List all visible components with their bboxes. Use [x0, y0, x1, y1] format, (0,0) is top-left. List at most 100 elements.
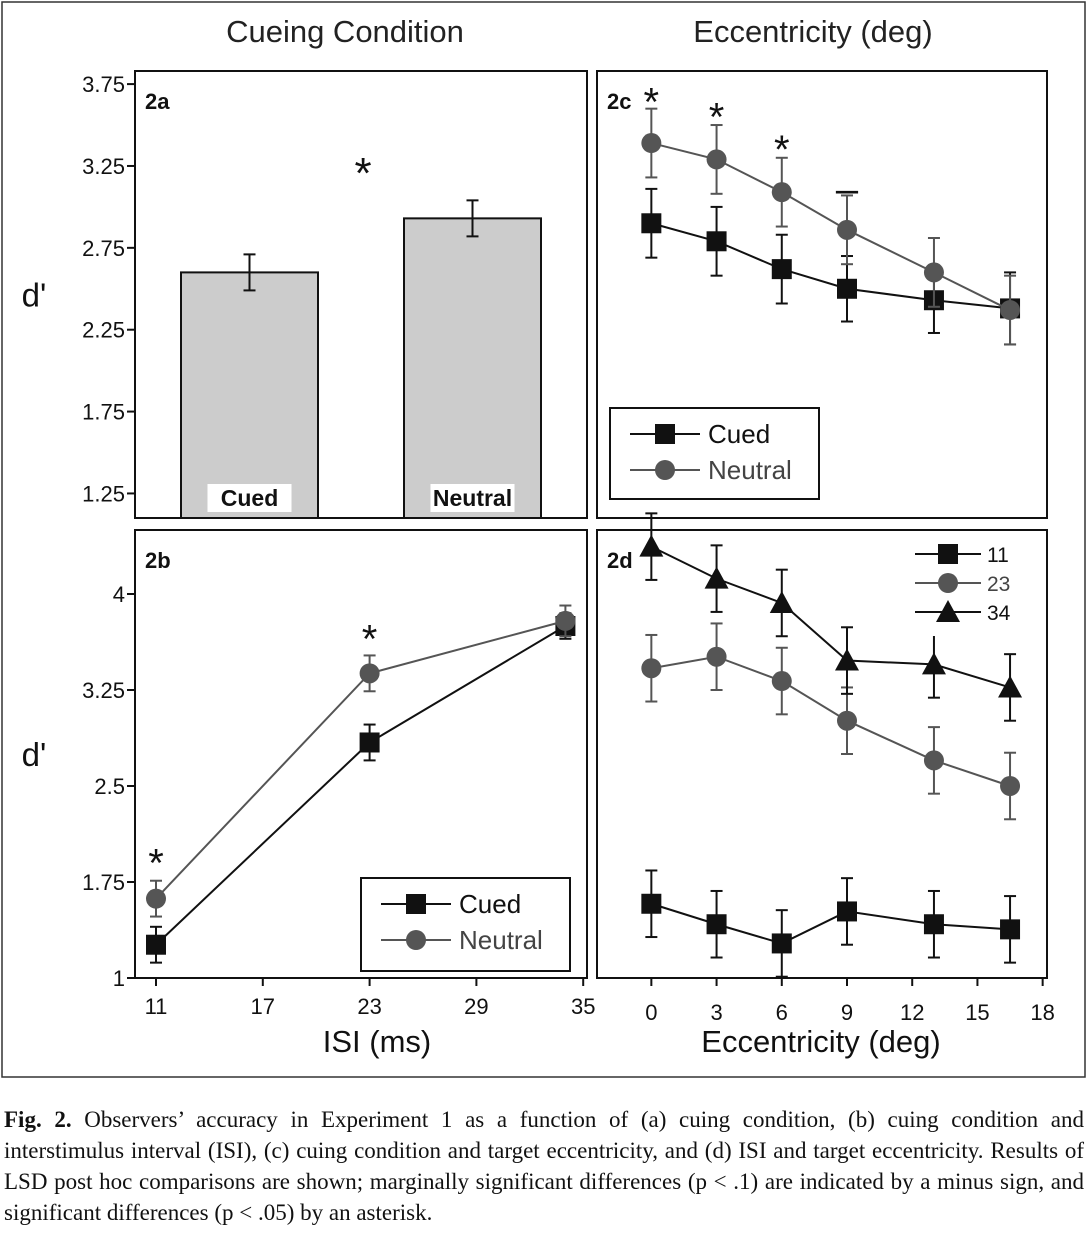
- caption-text: Observers’ accuracy in Experiment 1 as a…: [4, 1107, 1084, 1225]
- point-2d-34-0: [639, 534, 664, 557]
- xtick-label-2d-5: 15: [965, 1000, 989, 1025]
- legend-2b: [360, 877, 571, 972]
- legend-2d-bg: [905, 536, 1043, 636]
- significance-mark-2c-2: *: [774, 128, 790, 172]
- point-2c-neutral-5: [1000, 300, 1021, 321]
- point-2d-23-2: [771, 671, 792, 692]
- bar-label-bg-1: [430, 484, 515, 512]
- xtick-label-2b-2: 23: [357, 994, 381, 1019]
- point-2d-34-5: [998, 675, 1023, 698]
- ylabel-2a: d': [22, 277, 47, 314]
- xtick-label-2b-4: 35: [571, 994, 595, 1019]
- point-2d-23-0: [641, 658, 662, 679]
- panel-label-2d: 2d: [607, 548, 633, 573]
- panel-2d-frame: [596, 529, 1048, 979]
- point-2c-cued-0: [641, 213, 662, 234]
- legend-2b-marker-1: [406, 930, 426, 950]
- panel-label-2c: 2c: [607, 89, 631, 114]
- series-line-2d-23: [651, 655, 1011, 787]
- point-2d-11-1: [706, 914, 727, 935]
- point-2c-neutral-2: [771, 182, 792, 203]
- xlabel-2b: ISI (ms): [323, 1024, 432, 1059]
- significance-mark-2c-1: *: [709, 95, 725, 139]
- ytick-label-2a-5: 3.75: [82, 72, 125, 97]
- legend-2d-marker-1: [938, 573, 958, 593]
- significance-mark-2b-1: *: [362, 617, 378, 661]
- legend-2c-marker-0: [655, 424, 675, 444]
- point-2d-23-4: [923, 750, 944, 771]
- xtick-label-2d-1: 3: [710, 1000, 722, 1025]
- panel-2b-frame: [134, 529, 588, 979]
- ytick-label-2a-0: 1.25: [82, 481, 125, 506]
- point-2d-34-3: [835, 648, 859, 671]
- bar-label-neutral: Neutral: [433, 485, 512, 511]
- ytick-label-2b-4: 4: [113, 582, 125, 607]
- xtick-label-2b-1: 17: [251, 994, 275, 1019]
- xtick-label-2b-3: 29: [464, 994, 488, 1019]
- right-column-title: Eccentricity (deg): [693, 14, 932, 49]
- legend-2d-marker-2: [936, 600, 960, 622]
- series-line-2d-34: [650, 545, 1011, 689]
- legend-2c-marker-1: [655, 460, 675, 480]
- bar-cued: [180, 271, 319, 519]
- point-2d-11-4: [923, 914, 944, 935]
- point-2d-34-4: [921, 652, 946, 675]
- point-2d-34-2: [769, 590, 794, 613]
- point-2d-23-5: [1000, 776, 1021, 796]
- point-2d-23-1: [706, 646, 727, 667]
- point-2b-neutral-2: [555, 610, 576, 631]
- point-2d-34-1: [704, 566, 729, 589]
- legend-2d-label-1: 23: [987, 573, 1010, 596]
- panel-label-2a: 2a: [145, 89, 170, 114]
- ytick-label-2b-0: 1: [113, 966, 125, 991]
- xtick-label-2d-4: 12: [900, 1000, 924, 1025]
- legend-2b-marker-0: [406, 894, 426, 914]
- xtick-label-2d-2: 6: [776, 1000, 788, 1025]
- point-2d-11-3: [837, 901, 857, 922]
- legend-2c-label-1: Neutral: [708, 455, 792, 485]
- left-column-title: Cueing Condition: [226, 14, 464, 49]
- panel-2c-frame: [596, 70, 1048, 519]
- series-line-2c-neutral: [651, 142, 1011, 311]
- series-line-2d-11: [651, 902, 1011, 945]
- point-2c-cued-1: [706, 231, 727, 252]
- ytick-label-2b-3: 3.25: [82, 678, 125, 703]
- point-2d-11-5: [1000, 919, 1021, 940]
- point-2b-cued-0: [146, 934, 166, 955]
- significance-mark-2c-0: *: [644, 81, 660, 125]
- ylabel-2b: d': [22, 736, 47, 773]
- panel-label-2b: 2b: [145, 548, 171, 573]
- bar-neutral: [403, 217, 542, 519]
- ytick-label-2a-4: 3.25: [82, 154, 125, 179]
- xtick-label-2d-6: 18: [1030, 1000, 1054, 1025]
- xtick-label-2b-0: 11: [145, 994, 168, 1019]
- point-2c-neutral-0: [641, 133, 662, 154]
- legend-2b-label-0: Cued: [459, 889, 521, 919]
- ytick-label-2a-3: 2.75: [82, 236, 125, 261]
- point-2c-neutral-1: [706, 149, 727, 170]
- xtick-label-2d-3: 9: [841, 1000, 853, 1025]
- xtick-label-2d-0: 0: [645, 1000, 657, 1025]
- legend-2c: [609, 407, 820, 500]
- ytick-label-2a-2: 2.25: [82, 318, 125, 343]
- legend-2d-label-2: 34: [987, 602, 1011, 625]
- point-2c-neutral-3: [837, 219, 857, 240]
- figure-caption: Fig. 2. Observers’ accuracy in Experimen…: [4, 1104, 1084, 1228]
- ytick-label-2b-1: 1.75: [82, 870, 125, 895]
- point-2b-cued-1: [359, 732, 380, 753]
- panel-2a-frame: [134, 70, 588, 519]
- bar-label-bg-0: [207, 484, 292, 512]
- legend-2b-label-1: Neutral: [459, 925, 543, 955]
- point-2d-11-0: [641, 893, 662, 914]
- point-2b-neutral-1: [359, 663, 380, 684]
- point-2d-11-2: [771, 933, 792, 954]
- significance-mark-2b-0: *: [148, 841, 164, 885]
- point-2c-neutral-4: [923, 262, 944, 283]
- xlabel-2d: Eccentricity (deg): [701, 1024, 940, 1059]
- ytick-label-2b-2: 2.5: [94, 774, 125, 799]
- point-2d-23-3: [837, 710, 857, 731]
- significance-mark-2c-3: –: [836, 167, 859, 211]
- caption-label: Fig. 2.: [4, 1107, 72, 1132]
- series-line-2c-cued: [651, 222, 1011, 310]
- point-2b-neutral-0: [146, 888, 166, 909]
